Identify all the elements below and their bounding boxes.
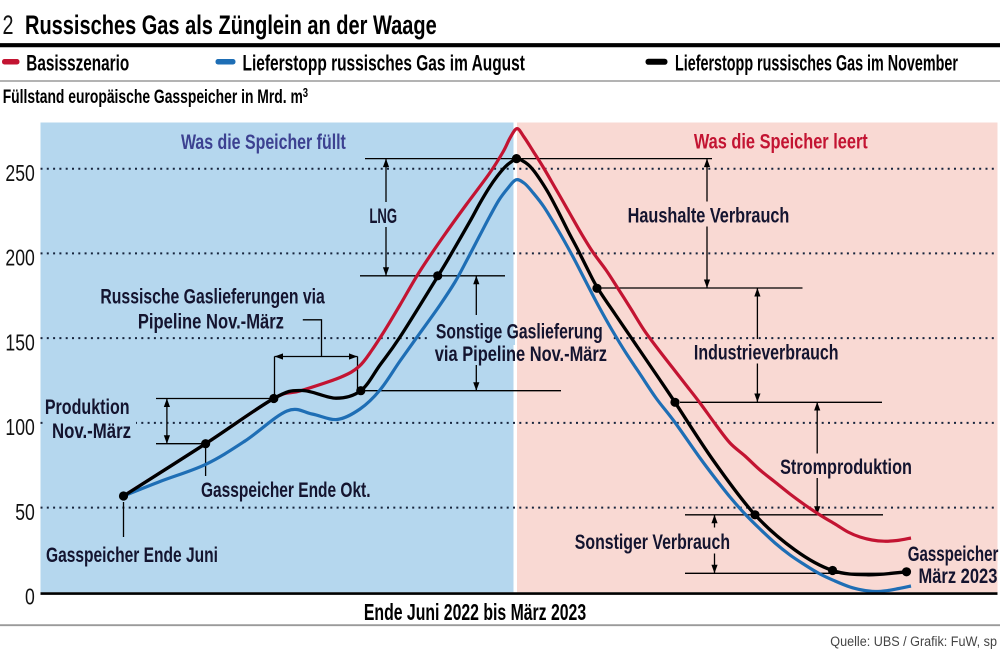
svg-text:Was die Speicher leert: Was die Speicher leert [694,130,869,153]
svg-text:Sonstiger Verbrauch: Sonstiger Verbrauch [575,530,730,554]
svg-text:Stromproduktion: Stromproduktion [780,455,912,478]
svg-text:Füllstand europäische Gasspeic: Füllstand europäische Gasspeicher in Mrd… [3,86,308,108]
svg-text:Industrieverbrauch: Industrieverbrauch [694,340,839,364]
svg-text:LNG: LNG [369,204,397,228]
svg-text:Quelle: UBS / Grafik: FuW, sp: Quelle: UBS / Grafik: FuW, sp [830,634,997,649]
svg-text:2: 2 [3,11,14,41]
svg-text:Haushalte Verbrauch: Haushalte Verbrauch [628,203,790,226]
svg-text:Pipeline Nov.-März: Pipeline Nov.-März [138,311,284,334]
svg-text:Gasspeicher Ende Juni: Gasspeicher Ende Juni [46,543,218,567]
svg-text:Lieferstopp russisches Gas im: Lieferstopp russisches Gas im November [675,50,958,75]
svg-text:Lieferstopp russisches Gas im: Lieferstopp russisches Gas im August [243,52,526,76]
svg-text:Was die Speicher füllt: Was die Speicher füllt [181,130,346,154]
svg-text:Produktion: Produktion [45,395,130,419]
svg-text:150: 150 [5,330,34,356]
svg-text:März 2023: März 2023 [919,565,998,588]
svg-text:Ende Juni 2022 bis März 2023: Ende Juni 2022 bis März 2023 [364,600,586,626]
svg-text:via Pipeline Nov.-März: via Pipeline Nov.-März [435,342,607,365]
svg-text:0: 0 [25,584,35,610]
svg-text:Russische Gaslieferungen via: Russische Gaslieferungen via [100,284,325,308]
svg-text:200: 200 [5,245,34,271]
svg-text:100: 100 [5,415,34,441]
svg-text:Gasspeicher Ende Okt.: Gasspeicher Ende Okt. [201,478,371,502]
svg-text:Russisches Gas als Zünglein an: Russisches Gas als Zünglein an der Waage [25,10,437,41]
svg-text:Gasspeicher: Gasspeicher [908,541,999,565]
svg-text:50: 50 [15,500,35,526]
svg-text:Basisszenario: Basisszenario [26,52,129,76]
svg-text:250: 250 [5,161,34,187]
svg-text:Nov.-März: Nov.-März [52,420,131,443]
svg-text:Sonstige Gaslieferung: Sonstige Gaslieferung [436,319,603,343]
